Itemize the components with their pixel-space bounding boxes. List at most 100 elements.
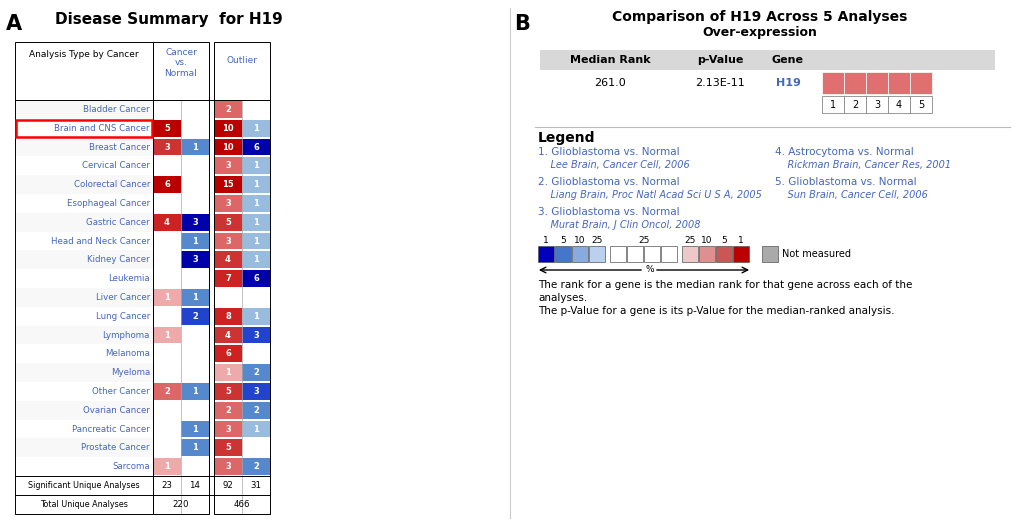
Text: The p-Value for a gene is its p-Value for the median-ranked analysis.: The p-Value for a gene is its p-Value fo… [537, 306, 894, 316]
Text: 31: 31 [251, 481, 261, 490]
Text: 25: 25 [684, 236, 695, 245]
Bar [821, 96, 843, 113]
Bar [153, 176, 180, 193]
Bar [214, 214, 242, 230]
Bar [242, 383, 270, 400]
Text: 5: 5 [559, 236, 566, 245]
Bar [909, 96, 931, 113]
Text: 5: 5 [720, 236, 727, 245]
Text: 6: 6 [164, 180, 170, 189]
Bar [242, 364, 270, 381]
Bar [214, 402, 242, 419]
Bar [888, 72, 909, 94]
Text: 5: 5 [917, 99, 923, 109]
Text: 1: 1 [192, 443, 198, 452]
Text: 1: 1 [542, 236, 548, 245]
Bar [15, 288, 153, 307]
Text: 3: 3 [192, 255, 198, 264]
Bar [153, 120, 180, 137]
Text: 25: 25 [638, 236, 649, 245]
Text: 1: 1 [164, 293, 170, 302]
Text: Lee Brain, Cancer Cell, 2006: Lee Brain, Cancer Cell, 2006 [537, 160, 689, 170]
Text: 1: 1 [192, 143, 198, 151]
Text: Comparison of H19 Across 5 Analyses: Comparison of H19 Across 5 Analyses [611, 10, 907, 24]
Bar [214, 327, 242, 343]
Text: 1: 1 [192, 387, 198, 396]
Text: 5. Glioblastoma vs. Normal: 5. Glioblastoma vs. Normal [774, 177, 916, 187]
Text: Over-expression: Over-expression [702, 26, 816, 39]
Bar [242, 402, 270, 419]
Text: Sarcoma: Sarcoma [112, 462, 150, 471]
Text: 1: 1 [164, 330, 170, 339]
Bar [214, 195, 242, 212]
Text: 10: 10 [701, 236, 712, 245]
Text: Significant Unique Analyses: Significant Unique Analyses [29, 481, 140, 490]
Text: 6: 6 [225, 349, 230, 358]
Text: Gene: Gene [771, 55, 803, 65]
Text: 5: 5 [225, 218, 230, 227]
Bar [572, 246, 587, 262]
Bar [242, 251, 270, 268]
Bar [15, 100, 153, 119]
Bar [15, 401, 153, 420]
Text: 14: 14 [190, 481, 201, 490]
Text: Legend: Legend [537, 131, 595, 145]
Text: 1: 1 [253, 237, 259, 246]
Text: 8: 8 [225, 312, 230, 321]
Bar [153, 383, 180, 400]
Text: 3. Glioblastoma vs. Normal: 3. Glioblastoma vs. Normal [537, 207, 679, 217]
Text: 4: 4 [164, 218, 170, 227]
Text: 15: 15 [222, 180, 233, 189]
Bar [180, 251, 209, 268]
Bar [15, 438, 153, 457]
Bar [153, 138, 180, 155]
Text: Liang Brain, Proc Natl Acad Sci U S A, 2005: Liang Brain, Proc Natl Acad Sci U S A, 2… [537, 190, 761, 200]
Text: Bladder Cancer: Bladder Cancer [84, 105, 150, 114]
Bar [214, 421, 242, 438]
Bar [242, 421, 270, 438]
Text: 1: 1 [253, 255, 259, 264]
Text: 3: 3 [225, 237, 230, 246]
Bar [214, 439, 242, 456]
Text: 2: 2 [225, 105, 230, 114]
Text: 220: 220 [172, 500, 190, 509]
Bar [214, 251, 242, 268]
Bar [821, 72, 843, 94]
Text: Total Unique Analyses: Total Unique Analyses [40, 500, 127, 509]
Bar [242, 308, 270, 325]
Bar [15, 326, 153, 345]
Bar [588, 246, 604, 262]
Bar [15, 138, 153, 156]
Bar [180, 383, 209, 400]
Bar [16, 120, 152, 137]
Bar [909, 72, 931, 94]
Text: 2: 2 [851, 99, 857, 109]
Text: Median Rank: Median Rank [570, 55, 650, 65]
Bar [733, 246, 748, 262]
Bar [214, 101, 242, 118]
Text: 10: 10 [222, 143, 233, 151]
Bar [214, 270, 242, 287]
Bar [865, 96, 888, 113]
Text: B: B [514, 14, 529, 34]
Text: 5: 5 [164, 124, 170, 133]
Bar [888, 96, 909, 113]
Text: Ovarian Cancer: Ovarian Cancer [83, 406, 150, 414]
Text: Myeloma: Myeloma [111, 368, 150, 377]
Text: 2: 2 [225, 406, 230, 414]
Text: Not measured: Not measured [782, 249, 850, 259]
Bar [214, 120, 242, 137]
Text: 466: 466 [233, 500, 250, 509]
Text: Gastric Cancer: Gastric Cancer [87, 218, 150, 227]
Bar [242, 176, 270, 193]
Text: 3: 3 [225, 424, 230, 433]
Bar [214, 232, 242, 249]
Bar [214, 308, 242, 325]
Text: Pancreatic Cancer: Pancreatic Cancer [72, 424, 150, 433]
Bar [214, 346, 242, 362]
Bar [865, 72, 888, 94]
Text: 4: 4 [225, 330, 230, 339]
Text: 1: 1 [253, 424, 259, 433]
Text: 2: 2 [253, 462, 259, 471]
Text: Lymphoma: Lymphoma [103, 330, 150, 339]
